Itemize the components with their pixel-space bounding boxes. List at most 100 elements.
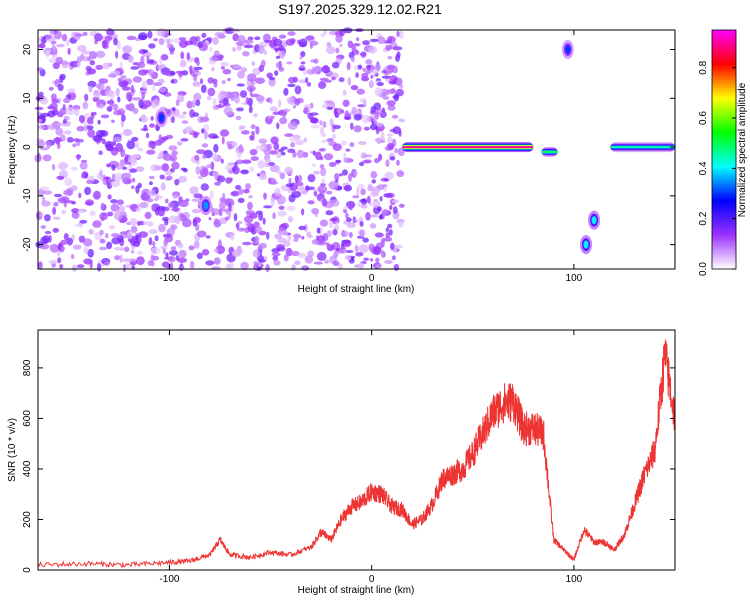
heatmap-cell <box>83 238 93 247</box>
heatmap-cell <box>369 38 379 43</box>
heatmap-cell <box>108 160 119 168</box>
heatmap-cell <box>352 195 360 199</box>
heatmap-cell <box>117 96 121 103</box>
heatmap-cell <box>175 70 185 74</box>
heatmap-cell <box>286 61 293 65</box>
heatmap-cell <box>291 191 302 198</box>
heatmap-cell <box>347 77 352 86</box>
figure-title: S197.2025.329.12.02.R21 <box>278 1 442 17</box>
heatmap-cell <box>231 141 238 148</box>
heatmap-cell <box>249 166 255 173</box>
heatmap-cell <box>346 217 352 222</box>
heatmap-spot <box>591 216 597 225</box>
heatmap-cell <box>230 191 239 197</box>
colorbar-tick-label: 0.2 <box>698 211 709 225</box>
heatmap-cell <box>71 211 80 219</box>
x-tick-label: 0 <box>369 574 375 585</box>
heatmap-cell <box>208 217 212 221</box>
heatmap-cell <box>384 236 393 242</box>
heatmap-cell <box>293 104 296 109</box>
heatmap-cell <box>283 87 289 96</box>
heatmap-cell <box>148 237 153 246</box>
heatmap-cell <box>337 186 342 191</box>
heatmap-cell <box>232 33 239 42</box>
heatmap-cell <box>132 76 143 83</box>
heatmap-cell <box>169 70 176 76</box>
heatmap-cell <box>312 150 316 156</box>
heatmap-cell <box>127 155 138 164</box>
heatmap-cell <box>368 80 374 89</box>
heatmap-cell <box>236 83 245 87</box>
heatmap-cell <box>189 36 198 45</box>
heatmap-cell <box>262 217 266 225</box>
heatmap-cell <box>222 198 233 202</box>
heatmap-cell <box>396 159 400 166</box>
heatmap-cell <box>39 244 50 250</box>
heatmap-cell <box>258 138 268 144</box>
heatmap-cell <box>385 232 391 239</box>
heatmap-cell <box>57 97 62 105</box>
snr-frame <box>37 329 676 571</box>
heatmap-cell <box>52 62 60 70</box>
heatmap-cell <box>46 141 52 149</box>
heatmap-cell <box>178 37 187 41</box>
heatmap-cell <box>298 67 306 71</box>
heatmap-cell <box>298 79 307 84</box>
heatmap-cell <box>390 242 395 250</box>
heatmap-cell <box>362 237 370 243</box>
heatmap-cell <box>370 110 376 115</box>
heatmap-cell <box>51 93 57 101</box>
heatmap-cell <box>272 255 279 261</box>
heatmap-cell <box>52 227 59 233</box>
heatmap-cell <box>40 112 51 117</box>
heatmap-cell <box>303 137 308 143</box>
heatmap-cell <box>212 36 219 46</box>
heatmap-cell <box>370 74 374 79</box>
heatmap-cell <box>235 159 244 165</box>
heatmap-cell <box>320 167 327 177</box>
heatmap-cell <box>257 160 266 169</box>
heatmap-cell <box>72 244 82 250</box>
heatmap-cell <box>380 177 389 182</box>
heatmap-cell <box>138 231 149 238</box>
heatmap-cell <box>380 239 385 248</box>
heatmap-cell <box>90 111 97 116</box>
heatmap-cell <box>381 107 386 113</box>
heatmap-cell <box>275 61 283 69</box>
heatmap-cell <box>264 50 268 55</box>
heatmap-cell <box>182 111 187 115</box>
heatmap-cell <box>253 113 258 118</box>
heatmap-cell <box>73 138 80 142</box>
heatmap-cell <box>211 67 215 72</box>
heatmap-cell <box>141 92 145 100</box>
heatmap-ridge <box>610 146 675 149</box>
heatmap-cell <box>365 59 373 65</box>
snr-line <box>37 339 676 569</box>
heatmap-cell <box>326 46 336 55</box>
heatmap-cell <box>343 157 352 163</box>
heatmap-cell <box>172 107 176 112</box>
heatmap-cell <box>205 260 215 266</box>
heatmap-cell <box>42 154 52 162</box>
heatmap-cell <box>111 233 120 238</box>
heatmap-cell <box>274 233 283 240</box>
heatmap-cell <box>311 66 315 75</box>
heatmap-cell <box>77 210 86 214</box>
heatmap-cell <box>341 239 351 244</box>
heatmap-cell <box>207 87 216 97</box>
heatmap-cell <box>298 225 307 231</box>
heatmap-cell <box>86 180 94 184</box>
heatmap-cell <box>350 56 355 62</box>
heatmap-cell <box>277 148 284 153</box>
heatmap-cell <box>157 78 165 84</box>
heatmap-cell <box>237 35 246 44</box>
heatmap-cell <box>316 251 327 261</box>
heatmap-cell <box>58 161 68 171</box>
snr-ylabel: SNR (10 * v/v) <box>7 418 18 482</box>
heatmap-cell <box>398 30 404 39</box>
heatmap-cell <box>38 261 43 270</box>
heatmap-cell <box>102 62 111 70</box>
heatmap-cell <box>338 77 345 83</box>
heatmap-cell <box>370 64 374 73</box>
heatmap-cell <box>277 210 287 217</box>
